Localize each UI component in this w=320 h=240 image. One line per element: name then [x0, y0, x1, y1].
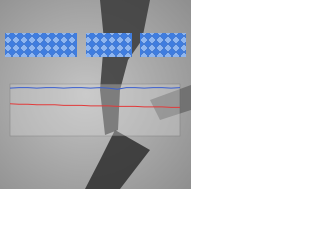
- crystal-structure: [5, 33, 77, 57]
- plot: [9, 87, 181, 108]
- series-line: [9, 87, 181, 90]
- crystal-structure: [86, 33, 132, 57]
- rod: [85, 130, 150, 189]
- micrograph: [0, 0, 191, 189]
- plot-area: [9, 83, 181, 137]
- crystal-structure: [140, 33, 186, 57]
- series-line: [9, 103, 180, 108]
- graphic: [0, 0, 191, 189]
- rod: [150, 85, 191, 120]
